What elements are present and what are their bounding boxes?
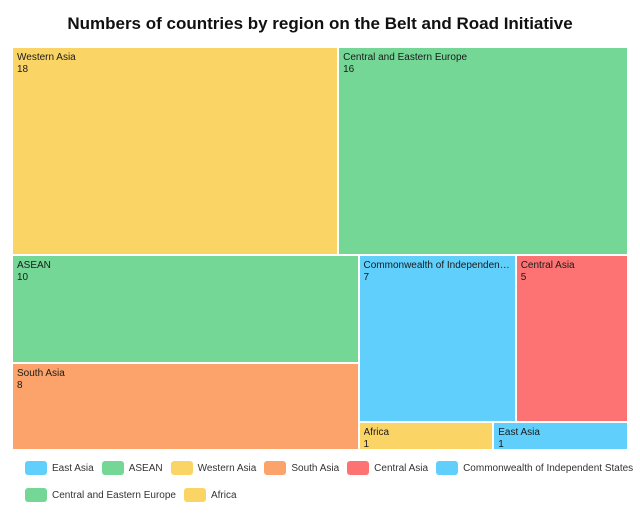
tile-value: 16 [343, 64, 355, 75]
tile-label: South Asia [17, 368, 65, 380]
legend-swatch [25, 461, 47, 475]
legend-label: East Asia [52, 462, 94, 474]
tile-value: 5 [520, 271, 527, 283]
legend-label: Africa [210, 489, 237, 501]
legend-item[interactable]: Africa [183, 488, 237, 502]
treemap-tile-south-asia[interactable]: South Asia 8 [12, 363, 359, 450]
legend-label: Western Asia [197, 462, 257, 474]
legend-item[interactable]: Western Asia [170, 461, 257, 475]
legend-item[interactable]: ASEAN [101, 461, 163, 475]
legend-row: Central and Eastern Europe Africa [25, 488, 625, 502]
tile-label: Africa [363, 427, 390, 439]
legend-item[interactable]: Commonwealth of Independent States [436, 461, 633, 475]
treemap-tile-western-asia[interactable]: Western Asia 18 [12, 47, 339, 255]
tile-label: ASEAN [17, 259, 51, 271]
legend-item[interactable]: East Asia [25, 461, 94, 475]
legend-label: ASEAN [128, 462, 163, 474]
tile-value: 18 [17, 64, 29, 75]
legend-label: South Asia [291, 462, 340, 474]
chart-title: Numbers of countries by region on the Be… [67, 14, 573, 33]
tile-label: East Asia [498, 427, 540, 439]
tile-value: 1 [498, 439, 504, 450]
tile-value: 8 [17, 380, 23, 392]
legend-label: Commonwealth of Independent States [463, 462, 634, 474]
tile-value: 10 [17, 271, 29, 283]
tile-label: Central and Eastern Europe [343, 52, 468, 63]
tile-label: Western Asia [17, 52, 76, 63]
treemap-tile-east-asia[interactable]: East Asia 1 [493, 422, 628, 450]
treemap-tile-central-and-eastern-europe[interactable]: Central and Eastern Europe 16 [338, 47, 628, 255]
tile-label: Commonwealth of Independent States [363, 259, 511, 271]
legend-item[interactable]: Central Asia [347, 461, 428, 475]
legend-swatch [347, 461, 370, 475]
legend-swatch [25, 488, 47, 502]
legend-item[interactable]: South Asia [264, 461, 339, 475]
legend-swatch [170, 461, 193, 475]
treemap-tile-asean[interactable]: ASEAN 10 [12, 254, 359, 364]
tile-value: 1 [363, 439, 370, 450]
legend-swatch [183, 488, 206, 502]
legend-row: East Asia ASEAN Western Asia South Asia Cent… [25, 461, 633, 475]
tile-label: Central Asia [520, 259, 575, 271]
legend-swatch [101, 461, 124, 475]
treemap-tile-commonwealth-of-independent-states[interactable]: Commonwealth of Independent States7 [358, 254, 516, 423]
treemap-plot: Western Asia 18 Central and Eastern Europe… [12, 47, 628, 450]
treemap-tile-africa[interactable]: Africa 1 [358, 422, 494, 450]
legend-swatch [264, 461, 287, 475]
chart-legend: East Asia ASEAN Western Asia South Asia Cent… [25, 461, 633, 515]
legend-swatch [436, 461, 459, 475]
tile-value: 7 [363, 271, 370, 283]
legend-label: Central Asia [374, 462, 429, 474]
treemap-tile-central-asia[interactable]: Central Asia 5 [515, 254, 628, 423]
legend-label: Central and Eastern Europe [52, 489, 176, 501]
legend-item[interactable]: Central and Eastern Europe [25, 488, 176, 502]
